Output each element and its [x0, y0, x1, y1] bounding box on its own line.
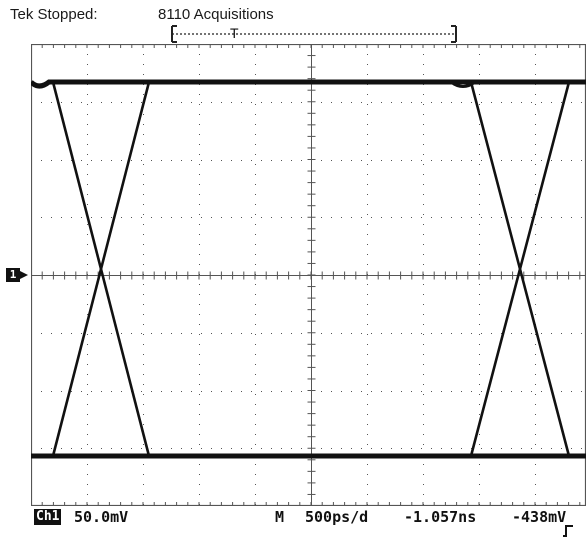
time-position: -1.057ns — [404, 508, 477, 526]
record-position-bracket[interactable]: T — [168, 24, 460, 44]
acquisition-state: Tek Stopped: — [10, 6, 98, 23]
trace-falling-edge — [469, 81, 571, 457]
rising-edge-icon — [563, 525, 573, 537]
channel-1-ground-marker[interactable]: 1 — [6, 268, 30, 282]
channel-marker-label: 1 — [6, 268, 20, 282]
arrow-right-icon — [20, 271, 28, 279]
timebase-prefix: M — [275, 508, 285, 526]
trigger-position-marker[interactable]: T — [230, 25, 239, 41]
trace-rising-edge — [51, 81, 151, 457]
waveform-display[interactable] — [31, 44, 586, 506]
trace-overshoot — [450, 80, 476, 88]
graticule-area — [31, 44, 586, 506]
acquisition-count: 8110 Acquisitions — [158, 6, 274, 23]
timebase-scale: 500ps/d — [305, 508, 369, 526]
channel-badge[interactable]: Ch1 — [34, 509, 62, 525]
channel-scale: 50.0mV — [74, 508, 129, 526]
trace-high-level — [31, 79, 586, 89]
trigger-level: -438mV — [512, 508, 567, 526]
status-bar: Tek Stopped: 8110 Acquisitions — [0, 0, 586, 26]
readout-bar: Ch1 50.0mV M 500ps/d -1.057ns -438mV — [0, 506, 586, 538]
